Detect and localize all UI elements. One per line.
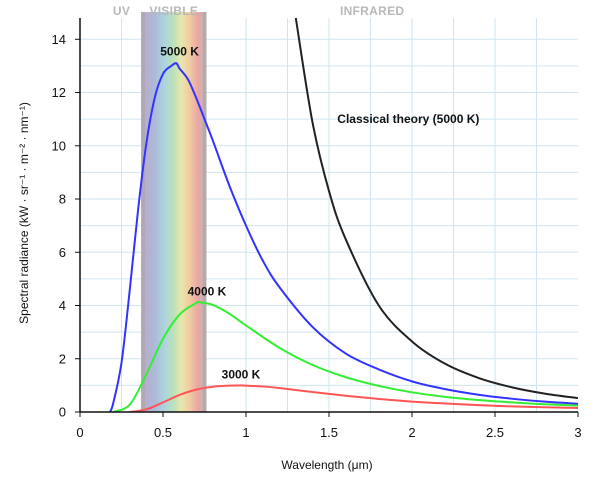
visible-band-edge-right (202, 12, 207, 412)
series-line-4000-k (112, 300, 578, 412)
y-tick-label: 14 (52, 32, 66, 47)
series-line-classical-theory-5000-k (294, 17, 578, 400)
visible-band-edge-left (141, 12, 146, 412)
x-tick-label: 2.5 (486, 425, 504, 440)
x-tick-label: 0 (76, 425, 83, 440)
y-axis-label: Spectral radiance (kW · sr⁻¹ · m⁻² · nm⁻… (17, 102, 31, 324)
visible-band (143, 12, 205, 412)
y-tick-label: 6 (59, 245, 66, 260)
series-line-5000-k (108, 62, 578, 412)
y-tick-label: 2 (59, 351, 66, 366)
x-axis-label: Wavelength (μm) (281, 458, 372, 472)
series-label-5000-k: 5000 K (160, 44, 199, 58)
x-tick-label: 1 (242, 425, 249, 440)
series-line-3000-k (129, 384, 578, 412)
y-tick-label: 4 (59, 298, 66, 313)
axes: 0 0.5 1 1.5 2 2.5 3 0 2 4 6 8 10 12 14 (52, 18, 582, 440)
x-tick-label: 1.5 (320, 425, 338, 440)
region-label-uv: UV (113, 4, 130, 18)
region-label-infrared: INFRARED (340, 4, 404, 18)
series-label-classical-theory-5000-k: Classical theory (5000 K) (337, 112, 479, 126)
region-label-visible: VISIBLE (149, 4, 198, 18)
x-tick-label: 2 (408, 425, 415, 440)
series-lines (108, 17, 578, 412)
x-tick-label: 3 (574, 425, 581, 440)
y-tick-label: 10 (52, 138, 66, 153)
y-tick-label: 12 (52, 85, 66, 100)
x-tick-label: 0.5 (154, 425, 172, 440)
series-label-3000-k: 3000 K (222, 367, 261, 381)
series-label-4000-k: 4000 K (188, 284, 227, 298)
chart-labels: UV VISIBLE INFRARED 5000 K 4000 K 3000 K Class… (17, 4, 479, 472)
y-tick-label: 0 (59, 405, 66, 420)
y-tick-label: 8 (59, 192, 66, 207)
spectrum-bands (141, 12, 207, 412)
